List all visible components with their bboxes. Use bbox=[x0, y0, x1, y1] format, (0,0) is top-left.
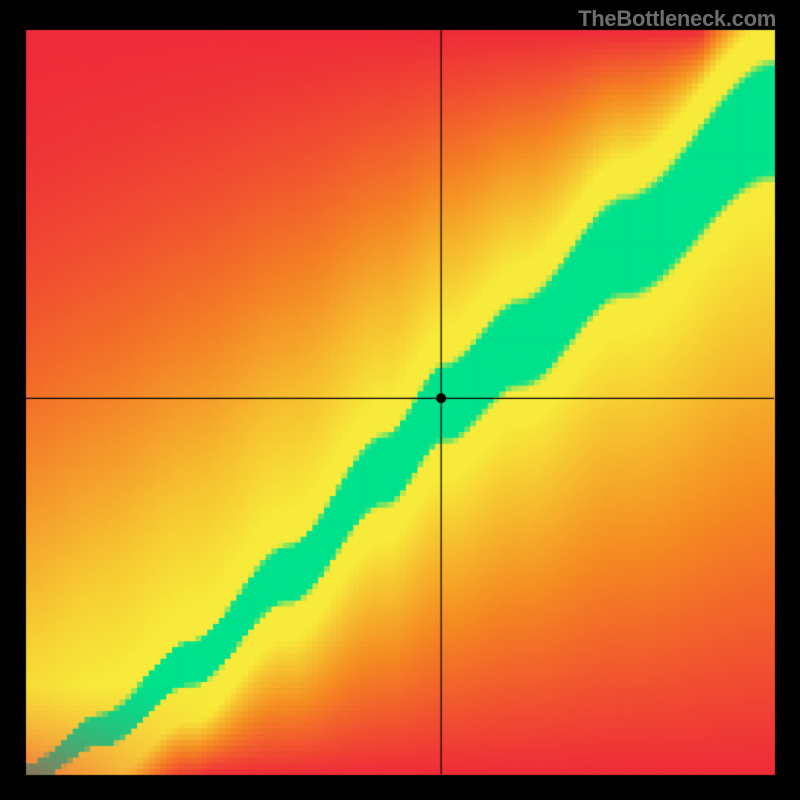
watermark-text: TheBottleneck.com bbox=[578, 6, 776, 32]
chart-container: TheBottleneck.com bbox=[0, 0, 800, 800]
bottleneck-heatmap bbox=[0, 0, 800, 800]
